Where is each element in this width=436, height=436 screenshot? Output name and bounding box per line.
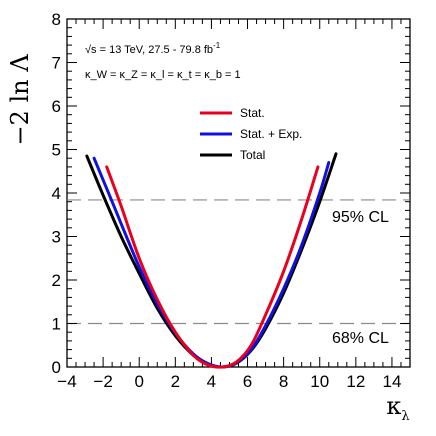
y-tick-label: 5 xyxy=(52,141,61,160)
series-line-stat- xyxy=(105,165,320,369)
x-tick-label: 6 xyxy=(243,372,252,391)
y-tick-label: 1 xyxy=(52,315,61,334)
x-tick-label: 8 xyxy=(279,372,288,391)
x-tick-label: 14 xyxy=(382,372,401,391)
x-tick-label: 0 xyxy=(134,372,143,391)
x-tick-label: 4 xyxy=(207,372,216,391)
x-tick-label: −4 xyxy=(57,372,76,391)
x-axis-title: κλ xyxy=(386,392,409,424)
legend-label-stat: Stat. xyxy=(240,106,265,120)
y-tick-label: 2 xyxy=(52,271,61,290)
series-line-total xyxy=(85,152,338,369)
x-tick-label: 2 xyxy=(171,372,180,391)
x-tick-label: 10 xyxy=(310,372,329,391)
x-tick-label: −2 xyxy=(93,372,112,391)
cl-95-label: 95% CL xyxy=(332,209,389,226)
y-tick-label: 7 xyxy=(52,54,61,73)
energy-annotation: √s = 13 TeV, 27.5 - 79.8 fb-1 xyxy=(85,41,221,56)
series-line-stat-exp- xyxy=(92,156,331,369)
legend-label-stat-exp: Stat. + Exp. xyxy=(240,127,302,141)
coupling-annotation: κ_W = κ_Z = κ_l = κ_t = κ_b = 1 xyxy=(85,69,241,81)
legend: Stat. Stat. + Exp. Total xyxy=(200,106,302,162)
y-tick-label: 8 xyxy=(52,10,61,29)
y-axis-title: −2 ln Λ xyxy=(6,54,34,146)
y-tick-label: 3 xyxy=(52,228,61,247)
y-tick-label: 4 xyxy=(52,184,61,203)
y-tick-label: 6 xyxy=(52,97,61,116)
y-tick-label: 0 xyxy=(52,358,61,377)
cl-68-label: 68% CL xyxy=(332,330,389,347)
legend-label-total: Total xyxy=(240,148,265,162)
x-tick-label: 12 xyxy=(346,372,365,391)
